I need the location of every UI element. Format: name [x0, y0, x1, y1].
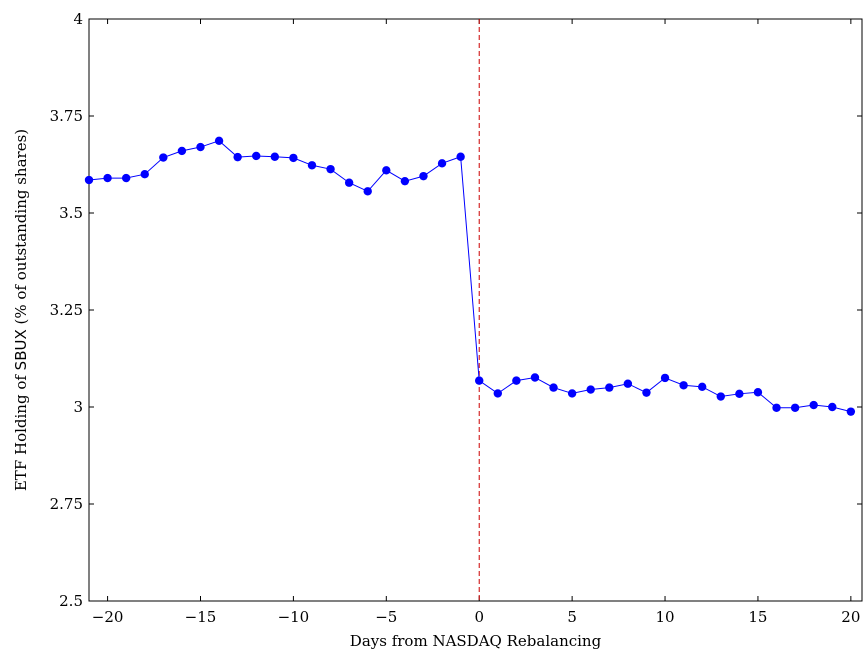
y-tick-label: 3.75: [50, 107, 83, 125]
x-tick-label: −5: [375, 608, 397, 626]
x-tick-label: 15: [748, 608, 767, 626]
data-point: [252, 151, 261, 161]
data-point: [790, 403, 800, 412]
data-point: [196, 142, 205, 152]
data-point: [475, 376, 484, 385]
x-tick-label: −10: [278, 608, 310, 626]
data-point: [456, 152, 465, 161]
data-point: [270, 152, 280, 161]
data-point: [419, 171, 428, 181]
data-point: [697, 382, 707, 392]
data-point: [605, 383, 614, 392]
data-point: [326, 164, 335, 174]
y-axis-label-prefix: ETF Holding of: [12, 370, 30, 491]
x-tick-label: 5: [567, 608, 577, 626]
data-point: [177, 146, 187, 156]
y-tick-label: 2.5: [59, 592, 83, 610]
data-point: [382, 166, 391, 175]
y-tick-labels: 2.5 2.75 3 3.25 3.5 3.75 4: [50, 10, 83, 610]
data-point: [530, 373, 540, 382]
data-point: [716, 392, 725, 401]
x-tick-label: −20: [92, 608, 124, 626]
y-tick-label: 2.75: [50, 495, 83, 513]
x-axis-label: Days from NASDAQ Rebalancing: [350, 632, 602, 650]
data-point: [660, 373, 670, 383]
y-axis-label: ETF Holding of SBUX (% of outstanding sh…: [12, 129, 30, 491]
x-tick-label: 10: [655, 608, 674, 626]
y-tick-label: 3.5: [59, 204, 83, 222]
data-point: [586, 385, 595, 394]
data-point: [828, 402, 837, 412]
plot-area: [88, 18, 863, 602]
data-point: [344, 178, 354, 187]
x-tick-label: 0: [474, 608, 484, 626]
x-tick-labels: −20 −15 −10 −5 0 5 10 15 20: [92, 608, 861, 626]
data-point: [512, 376, 521, 385]
data-point: [84, 175, 94, 185]
data-point: [642, 388, 651, 397]
data-point: [809, 400, 818, 410]
y-tick-label: 4: [73, 10, 83, 28]
y-tick-label: 3.25: [50, 301, 83, 319]
x-tick-label: −15: [185, 608, 217, 626]
data-point: [140, 170, 149, 179]
series-line: [88, 140, 851, 413]
data-point: [549, 383, 558, 392]
series-layer: [84, 136, 856, 416]
data-point: [214, 136, 224, 146]
data-point: [121, 173, 131, 183]
data-point: [233, 152, 242, 162]
data-point: [289, 153, 298, 163]
data-point: [400, 176, 410, 186]
data-point: [735, 389, 744, 399]
data-point: [679, 381, 688, 390]
y-axis-label-suffix: (% of outstanding shares): [12, 129, 30, 329]
x-tick-label: 20: [841, 608, 860, 626]
y-axis-label-ticker: SBUX: [12, 329, 30, 370]
data-point: [159, 153, 168, 162]
data-point: [437, 159, 447, 168]
axis-ticks: [89, 18, 862, 602]
y-tick-label: 3: [73, 398, 83, 416]
data-point: [846, 407, 856, 416]
data-point: [623, 379, 633, 388]
data-point: [772, 403, 781, 412]
data-point: [567, 389, 577, 398]
data-point: [307, 161, 317, 170]
data-point: [103, 173, 112, 183]
data-point: [493, 389, 502, 398]
data-point: [363, 187, 372, 196]
data-point: [753, 388, 763, 397]
